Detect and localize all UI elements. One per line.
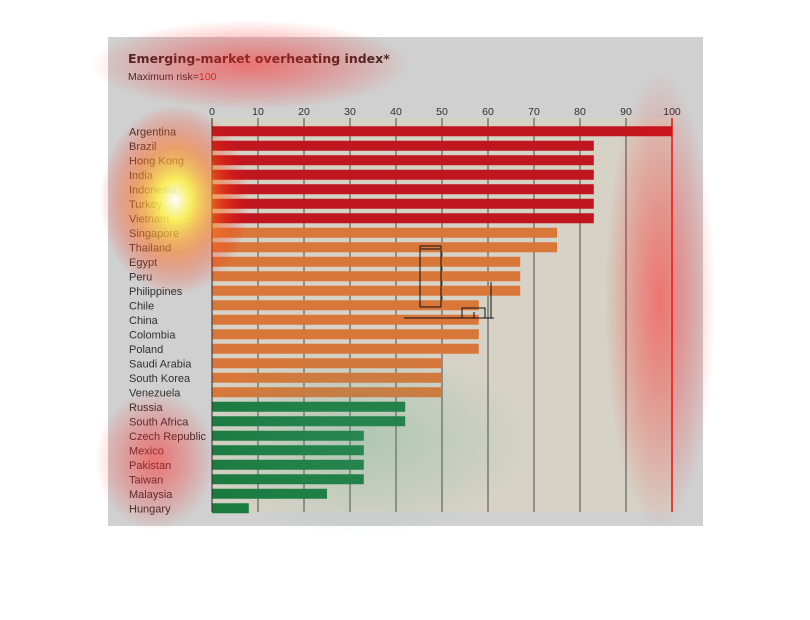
category-label: Thailand bbox=[129, 242, 171, 254]
bar bbox=[212, 256, 521, 267]
category-label: China bbox=[129, 315, 159, 327]
category-label: Pakistan bbox=[129, 460, 171, 472]
bar bbox=[212, 242, 557, 253]
bar bbox=[212, 401, 406, 412]
bar bbox=[212, 416, 406, 427]
category-label: Peru bbox=[129, 271, 152, 283]
bar bbox=[212, 358, 442, 369]
category-label: South Korea bbox=[129, 373, 191, 385]
bar bbox=[212, 314, 479, 325]
bar bbox=[212, 227, 557, 238]
bar bbox=[212, 387, 442, 398]
bar bbox=[212, 503, 249, 514]
bar bbox=[212, 155, 594, 166]
category-label: Singapore bbox=[129, 228, 179, 240]
bar bbox=[212, 126, 672, 137]
category-label: Taiwan bbox=[129, 474, 163, 486]
category-label: Malaysia bbox=[129, 489, 173, 501]
bar bbox=[212, 198, 594, 209]
x-tick-label: 30 bbox=[344, 106, 356, 118]
category-label: Egypt bbox=[129, 257, 157, 269]
bar bbox=[212, 474, 364, 485]
category-label: Vietnam bbox=[129, 213, 169, 225]
x-tick-label: 50 bbox=[436, 106, 448, 118]
x-tick-label: 90 bbox=[620, 106, 632, 118]
x-tick-label: 100 bbox=[663, 106, 681, 118]
category-label: India bbox=[129, 170, 154, 182]
category-label: Venezuela bbox=[129, 387, 181, 399]
bar bbox=[212, 213, 594, 224]
x-tick-label: 40 bbox=[390, 106, 402, 118]
category-label: Brazil bbox=[129, 141, 157, 153]
bar bbox=[212, 459, 364, 470]
category-label: Hong Kong bbox=[129, 155, 184, 167]
category-label: South Africa bbox=[129, 416, 189, 428]
bar bbox=[212, 329, 479, 340]
bar bbox=[212, 140, 594, 151]
category-label: Czech Republic bbox=[129, 431, 207, 443]
category-label: Philippines bbox=[129, 286, 183, 298]
x-tick-label: 20 bbox=[298, 106, 310, 118]
bar bbox=[212, 285, 521, 296]
x-tick-label: 60 bbox=[482, 106, 494, 118]
bar bbox=[212, 445, 364, 456]
bar bbox=[212, 488, 327, 499]
bar bbox=[212, 300, 479, 311]
x-tick-label: 70 bbox=[528, 106, 540, 118]
bar bbox=[212, 430, 364, 441]
category-label: Saudi Arabia bbox=[129, 358, 192, 370]
x-tick-label: 0 bbox=[209, 106, 215, 118]
bar bbox=[212, 372, 442, 383]
bar bbox=[212, 271, 521, 282]
category-label: Chile bbox=[129, 300, 154, 312]
category-label: Colombia bbox=[129, 329, 176, 341]
category-label: Russia bbox=[129, 402, 164, 414]
bar bbox=[212, 343, 479, 354]
category-label: Poland bbox=[129, 344, 163, 356]
bar bbox=[212, 169, 594, 180]
category-label: Indonesia bbox=[129, 184, 178, 196]
category-label: Hungary bbox=[129, 503, 171, 515]
category-label: Argentina bbox=[129, 126, 177, 138]
category-label: Mexico bbox=[129, 445, 164, 457]
x-tick-label: 10 bbox=[252, 106, 264, 118]
x-tick-label: 80 bbox=[574, 106, 586, 118]
category-label: Turkey bbox=[129, 199, 163, 211]
bar bbox=[212, 184, 594, 195]
